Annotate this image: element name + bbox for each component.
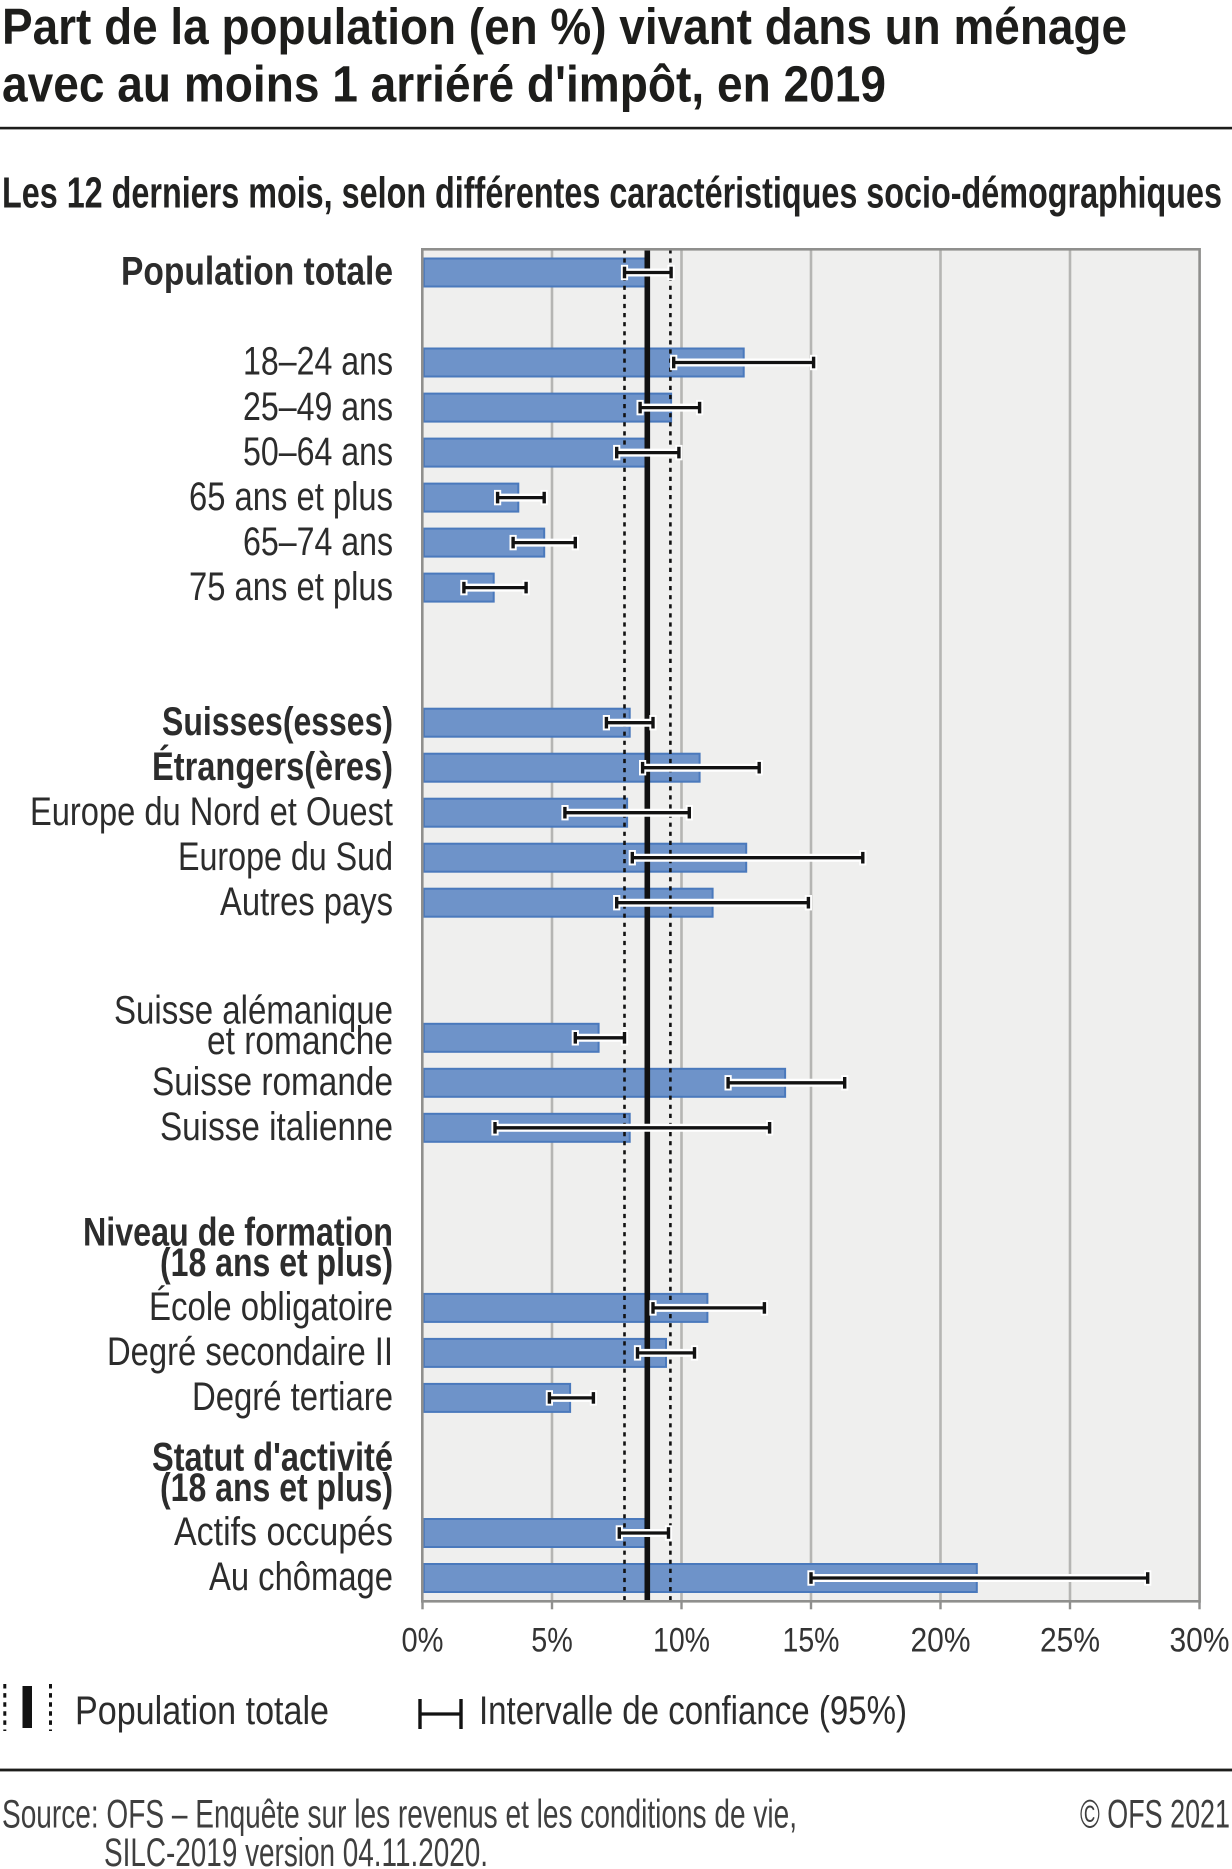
svg-text:20%: 20% [911, 1622, 971, 1660]
svg-text:Intervalle de confiance (95%): Intervalle de confiance (95%) [479, 1689, 907, 1733]
svg-text:(18 ans et plus): (18 ans et plus) [160, 1466, 393, 1510]
svg-text:Suisse alémanique: Suisse alémanique [114, 989, 393, 1033]
svg-text:Suisse romande: Suisse romande [152, 1060, 393, 1104]
svg-text:Étrangers(ères): Étrangers(ères) [152, 744, 393, 789]
svg-text:Niveau de formation: Niveau de formation [83, 1210, 393, 1254]
svg-text:75 ans et plus: 75 ans et plus [189, 565, 393, 609]
svg-text:Autres pays: Autres pays [220, 880, 393, 924]
svg-text:Les 12 derniers mois, selon di: Les 12 derniers mois, selon différentes … [2, 168, 1222, 217]
svg-text:5%: 5% [531, 1622, 573, 1660]
svg-text:65 ans et plus: 65 ans et plus [189, 475, 393, 519]
svg-text:30%: 30% [1170, 1622, 1230, 1660]
svg-text:Population totale: Population totale [121, 250, 393, 294]
svg-text:10%: 10% [653, 1622, 710, 1660]
svg-text:École obligatoire: École obligatoire [149, 1284, 393, 1329]
svg-text:© OFS 2021: © OFS 2021 [1080, 1793, 1230, 1837]
svg-text:Au chômage: Au chômage [209, 1555, 393, 1599]
svg-text:18–24 ans: 18–24 ans [243, 340, 393, 384]
svg-text:(18 ans et plus): (18 ans et plus) [160, 1241, 393, 1285]
svg-text:Actifs occupés: Actifs occupés [174, 1510, 393, 1554]
svg-text:25–49 ans: 25–49 ans [243, 385, 393, 429]
svg-text:et romanche: et romanche [207, 1019, 393, 1063]
svg-text:Suisses(esses): Suisses(esses) [162, 700, 393, 744]
svg-text:avec au moins 1 arriéré d'impô: avec au moins 1 arriéré d'impôt, en 2019 [2, 56, 886, 113]
svg-text:65–74 ans: 65–74 ans [243, 520, 393, 564]
svg-text:Statut d'activité: Statut d'activité [152, 1436, 393, 1480]
svg-text:Europe du Nord et Ouest: Europe du Nord et Ouest [30, 790, 393, 834]
svg-text:Population totale: Population totale [75, 1689, 329, 1733]
svg-text:15%: 15% [783, 1622, 840, 1660]
svg-text:Europe du Sud: Europe du Sud [178, 835, 393, 879]
svg-text:0%: 0% [402, 1622, 444, 1660]
svg-text:25%: 25% [1040, 1622, 1100, 1660]
svg-text:Part de la population (en %) v: Part de la population (en %) vivant dans… [2, 0, 1127, 55]
svg-text:Source: OFS – Enquête sur les: Source: OFS – Enquête sur les revenus et… [2, 1793, 797, 1837]
svg-text:50–64 ans: 50–64 ans [243, 430, 393, 474]
svg-text:Degré secondaire II: Degré secondaire II [107, 1330, 393, 1374]
svg-text:SILC-2019 version 04.11.2020.: SILC-2019 version 04.11.2020. [104, 1831, 488, 1869]
svg-text:Degré tertiare: Degré tertiare [192, 1375, 393, 1419]
svg-text:Suisse italienne: Suisse italienne [160, 1105, 393, 1149]
